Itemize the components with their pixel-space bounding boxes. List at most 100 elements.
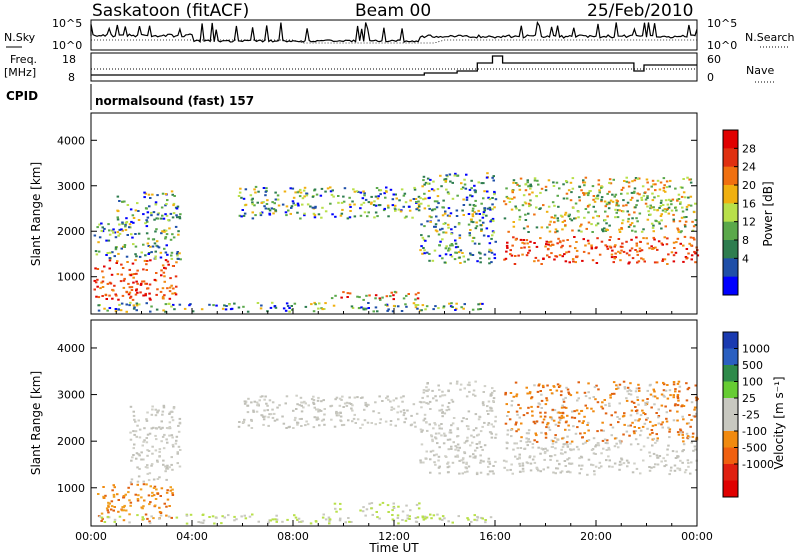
range-cell (634, 249, 637, 251)
range-cell (174, 275, 178, 278)
range-cell (676, 395, 679, 398)
range-cell (621, 222, 624, 225)
range-cell (680, 405, 683, 408)
range-cell (578, 472, 581, 475)
range-cell (285, 427, 288, 429)
range-cell (581, 259, 584, 262)
range-cell (642, 194, 646, 197)
range-cell (533, 242, 536, 244)
range-cell (562, 443, 565, 446)
range-cell (672, 220, 676, 223)
velocity-colorbar-label: Velocity [m s⁻¹] (772, 376, 786, 469)
range-cell (504, 422, 508, 425)
range-cell (537, 259, 540, 262)
range-cell (101, 286, 105, 288)
range-cell (670, 466, 673, 469)
range-cell (125, 303, 128, 306)
range-cell (581, 464, 584, 467)
range-cell (115, 294, 118, 297)
range-cell (148, 297, 152, 300)
range-cell (626, 465, 629, 468)
range-cell (518, 184, 521, 187)
range-cell (455, 307, 458, 310)
range-cell (582, 420, 585, 423)
range-cell (600, 186, 603, 189)
range-cell (567, 429, 571, 431)
range-cell (240, 215, 243, 218)
range-cell (645, 178, 649, 181)
range-cell (493, 206, 496, 209)
range-cell (456, 443, 460, 446)
range-cell (406, 409, 409, 412)
range-cell (580, 223, 583, 226)
range-cell (251, 201, 254, 204)
range-cell (621, 242, 624, 245)
colorbar-tick-label: -1000 (742, 458, 774, 471)
range-cell (541, 384, 545, 387)
range-cell (372, 310, 375, 313)
range-cell (628, 261, 631, 264)
range-cell (583, 184, 586, 187)
range-cell (556, 242, 559, 245)
range-cell (684, 256, 688, 258)
range-cell (379, 189, 383, 192)
range-cell (370, 195, 373, 198)
range-cell (635, 236, 638, 239)
range-cell (392, 505, 396, 508)
range-cell (143, 191, 146, 194)
range-cell (664, 225, 667, 228)
range-cell (163, 229, 166, 232)
range-cell (450, 448, 453, 450)
x-tick-label: 08:00 (277, 530, 309, 543)
range-cell (394, 193, 397, 196)
range-cell (437, 307, 440, 310)
range-cell (161, 214, 164, 217)
range-cell (346, 217, 350, 220)
range-cell (614, 216, 617, 219)
range-cell (600, 200, 603, 203)
range-cell (601, 407, 605, 410)
range-cell (250, 427, 254, 429)
range-cell (587, 391, 590, 394)
range-cell (631, 471, 635, 474)
range-cell (468, 188, 472, 191)
range-cell (542, 386, 545, 389)
range-cell (441, 411, 444, 414)
range-cell (282, 422, 286, 425)
range-cell (605, 459, 608, 462)
range-cell (527, 202, 531, 205)
range-cell (321, 308, 324, 311)
range-cell (161, 435, 165, 438)
range-cell (526, 392, 529, 395)
range-cell (160, 269, 163, 272)
range-cell (520, 436, 523, 439)
range-cell (171, 193, 174, 196)
range-cell (565, 251, 568, 254)
range-cell (666, 237, 669, 240)
colorbar-tick-label: 25 (742, 392, 756, 405)
range-cell (594, 210, 597, 213)
range-cell (271, 408, 274, 411)
range-cell (492, 231, 496, 234)
range-cell (314, 206, 317, 209)
range-cell (608, 459, 611, 462)
range-cell (172, 406, 176, 408)
range-cell (672, 381, 676, 383)
range-cell (656, 456, 660, 459)
range-cell (625, 176, 628, 179)
range-cell (117, 308, 120, 311)
range-cell (458, 234, 462, 237)
range-cell (434, 395, 437, 398)
range-cell (609, 199, 613, 202)
range-cell (651, 431, 654, 434)
range-cell (300, 417, 303, 420)
range-cell (671, 198, 675, 201)
range-cell (271, 518, 274, 521)
range-cell (677, 228, 680, 231)
range-cell (579, 225, 582, 228)
range-cell (346, 296, 349, 298)
range-cell (629, 198, 633, 201)
range-cell (592, 195, 596, 197)
range-cell (124, 223, 127, 226)
range-cell (289, 212, 292, 215)
